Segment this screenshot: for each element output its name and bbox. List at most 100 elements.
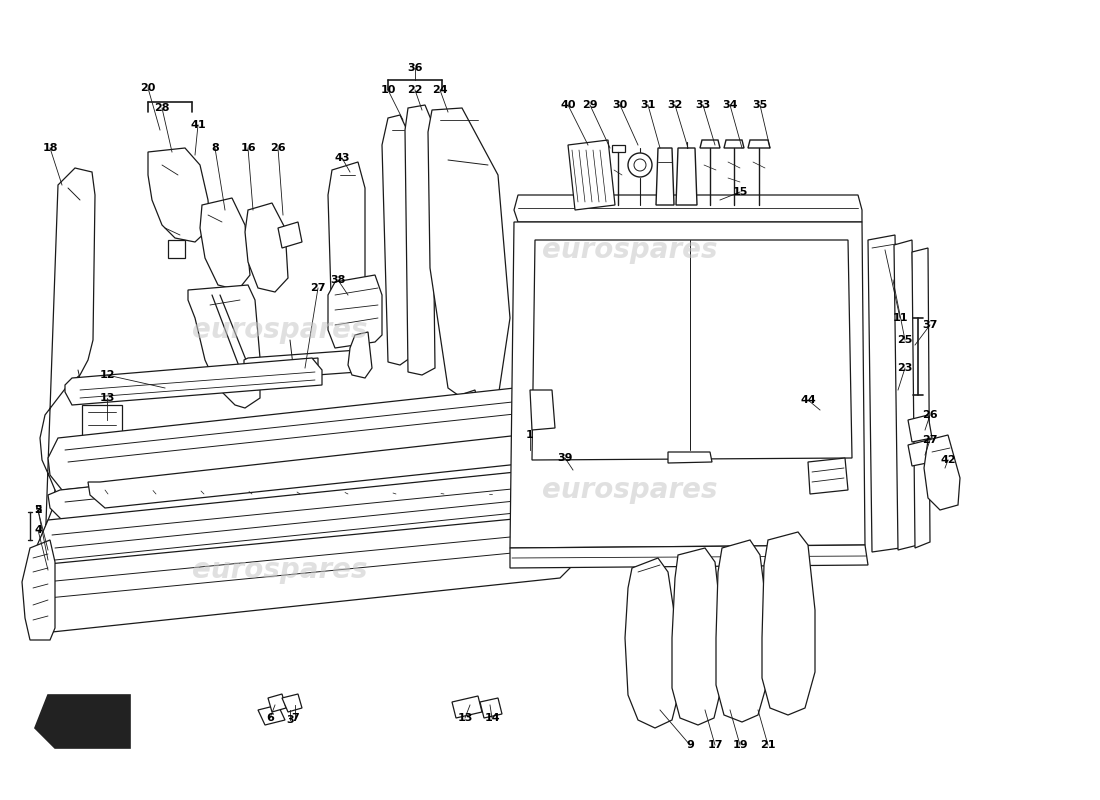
- Polygon shape: [668, 452, 712, 463]
- Circle shape: [847, 363, 857, 373]
- Polygon shape: [532, 240, 852, 460]
- Polygon shape: [65, 358, 322, 405]
- Polygon shape: [676, 148, 697, 205]
- Text: 6: 6: [266, 713, 274, 723]
- Text: 34: 34: [723, 100, 738, 110]
- Circle shape: [236, 505, 243, 511]
- Circle shape: [550, 227, 560, 237]
- Circle shape: [520, 254, 529, 262]
- Text: 20: 20: [141, 83, 156, 93]
- Polygon shape: [656, 148, 674, 205]
- Circle shape: [526, 554, 534, 562]
- Circle shape: [601, 447, 609, 457]
- Circle shape: [763, 447, 772, 457]
- Text: 29: 29: [582, 100, 597, 110]
- Text: 4: 4: [34, 525, 42, 535]
- Circle shape: [594, 227, 603, 237]
- Polygon shape: [542, 432, 595, 505]
- Polygon shape: [82, 405, 122, 438]
- Text: 11: 11: [892, 313, 907, 323]
- Polygon shape: [908, 415, 932, 442]
- Text: 28: 28: [154, 103, 169, 113]
- Polygon shape: [268, 694, 286, 712]
- Circle shape: [337, 505, 343, 511]
- Circle shape: [437, 505, 443, 511]
- Polygon shape: [894, 240, 918, 550]
- Text: eurospares: eurospares: [192, 556, 367, 584]
- Circle shape: [176, 552, 184, 560]
- Text: 12: 12: [99, 370, 114, 380]
- Circle shape: [720, 447, 729, 457]
- Polygon shape: [868, 235, 900, 552]
- Text: 8: 8: [211, 143, 219, 153]
- Text: eurospares: eurospares: [542, 236, 717, 264]
- Text: eurospares: eurospares: [192, 316, 367, 344]
- Circle shape: [561, 447, 570, 457]
- Circle shape: [520, 435, 529, 445]
- Polygon shape: [200, 198, 250, 290]
- Text: 15: 15: [733, 187, 748, 197]
- Polygon shape: [32, 515, 578, 632]
- Polygon shape: [405, 105, 435, 375]
- Text: 30: 30: [613, 100, 628, 110]
- Text: 39: 39: [558, 453, 573, 463]
- Polygon shape: [530, 390, 556, 430]
- Text: 24: 24: [432, 85, 448, 95]
- Circle shape: [161, 457, 169, 465]
- Polygon shape: [672, 548, 722, 725]
- Polygon shape: [282, 694, 303, 712]
- Circle shape: [847, 435, 857, 445]
- Polygon shape: [510, 222, 865, 548]
- Text: 37: 37: [922, 320, 937, 330]
- Text: 27: 27: [310, 283, 326, 293]
- Polygon shape: [258, 705, 285, 725]
- Text: 13: 13: [458, 713, 473, 723]
- Circle shape: [116, 456, 124, 464]
- Polygon shape: [612, 145, 625, 152]
- Text: 41: 41: [190, 120, 206, 130]
- Polygon shape: [88, 435, 540, 508]
- Polygon shape: [348, 332, 372, 378]
- Circle shape: [276, 552, 284, 560]
- Polygon shape: [48, 438, 562, 520]
- Circle shape: [640, 447, 649, 457]
- Circle shape: [628, 153, 652, 177]
- Circle shape: [836, 447, 845, 457]
- Circle shape: [386, 505, 394, 511]
- Circle shape: [520, 401, 529, 410]
- Text: 2: 2: [34, 505, 42, 515]
- Circle shape: [803, 227, 813, 237]
- Circle shape: [847, 290, 857, 299]
- Circle shape: [520, 327, 529, 337]
- Circle shape: [431, 462, 439, 470]
- Text: 17: 17: [707, 740, 723, 750]
- Polygon shape: [924, 435, 960, 510]
- Polygon shape: [295, 358, 318, 380]
- Circle shape: [803, 447, 813, 457]
- Polygon shape: [452, 696, 482, 718]
- Circle shape: [341, 460, 349, 468]
- Text: 9: 9: [686, 740, 694, 750]
- Text: eurospares: eurospares: [542, 476, 717, 504]
- Circle shape: [761, 227, 770, 237]
- Circle shape: [847, 401, 857, 410]
- Circle shape: [187, 505, 194, 511]
- Polygon shape: [748, 140, 770, 148]
- Circle shape: [286, 505, 294, 511]
- Text: 27: 27: [922, 435, 937, 445]
- Text: 38: 38: [330, 275, 345, 285]
- Text: 10: 10: [381, 85, 396, 95]
- Circle shape: [226, 552, 234, 560]
- Polygon shape: [625, 558, 680, 728]
- Text: 22: 22: [407, 85, 422, 95]
- Circle shape: [426, 553, 434, 561]
- Polygon shape: [912, 248, 930, 548]
- Circle shape: [520, 290, 529, 299]
- Polygon shape: [700, 140, 720, 148]
- Circle shape: [634, 159, 646, 171]
- Polygon shape: [22, 540, 55, 640]
- Text: 40: 40: [560, 100, 575, 110]
- Circle shape: [251, 458, 258, 466]
- Circle shape: [126, 551, 134, 559]
- Text: 43: 43: [334, 153, 350, 163]
